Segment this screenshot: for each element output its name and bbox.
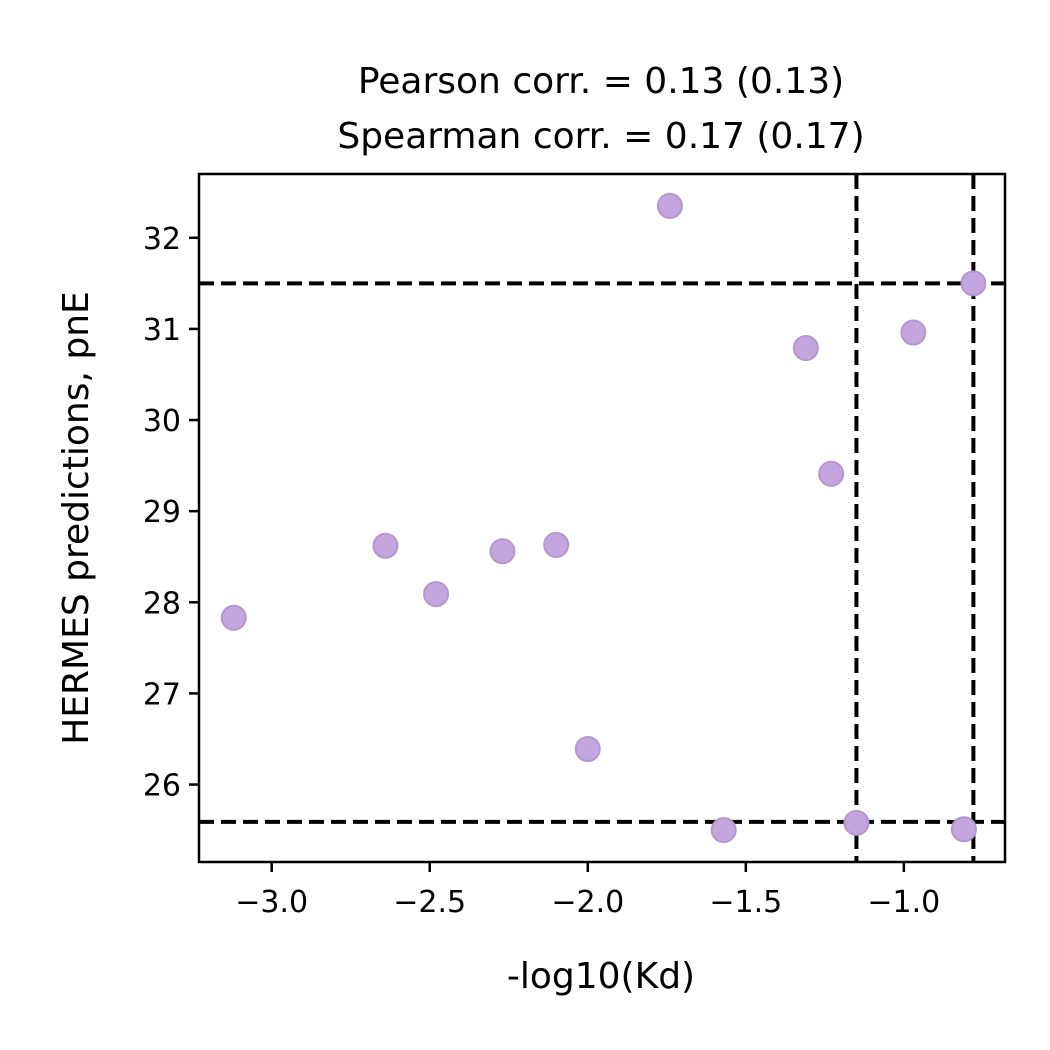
y-tick-label: 31 [143,313,181,348]
data-point [656,192,683,219]
data-point [792,335,819,362]
data-point [818,460,845,487]
y-tick-label: 28 [143,586,181,621]
y-tick-label: 27 [143,677,181,712]
data-point [843,809,870,836]
data-point [372,532,399,559]
x-axis-label: -log10(Kd) [507,956,695,997]
data-point [900,319,927,346]
reference-lines [199,174,1005,862]
y-axis-ticks: 26 27 28 29 30 31 32 [143,222,199,804]
data-point [423,581,450,608]
y-tick-label: 29 [143,495,181,530]
chart-title-line-1: Pearson corr. = 0.13 (0.13) [358,61,844,102]
plot-frame [197,172,1007,864]
chart-title-line-2: Spearman corr. = 0.17 (0.17) [337,116,864,157]
x-tick-label: −1.5 [709,885,782,920]
x-tick-label: −3.0 [235,885,308,920]
data-points [220,192,987,844]
y-axis-label: HERMES predictions, pnE [56,291,97,745]
y-tick-label: 26 [143,769,181,804]
y-tick-label: 32 [143,222,181,257]
data-point [489,538,516,565]
data-point [710,817,737,844]
x-tick-label: −2.5 [393,885,466,920]
x-tick-label: −1.0 [867,885,940,920]
y-tick-label: 30 [143,404,181,439]
data-point [960,270,987,297]
data-point [220,604,247,631]
data-point [950,816,977,843]
data-point [543,531,570,558]
x-tick-label: −2.0 [551,885,624,920]
x-axis-ticks: −3.0 −2.5 −2.0 −1.5 −1.0 [235,862,940,920]
data-point [574,736,601,763]
